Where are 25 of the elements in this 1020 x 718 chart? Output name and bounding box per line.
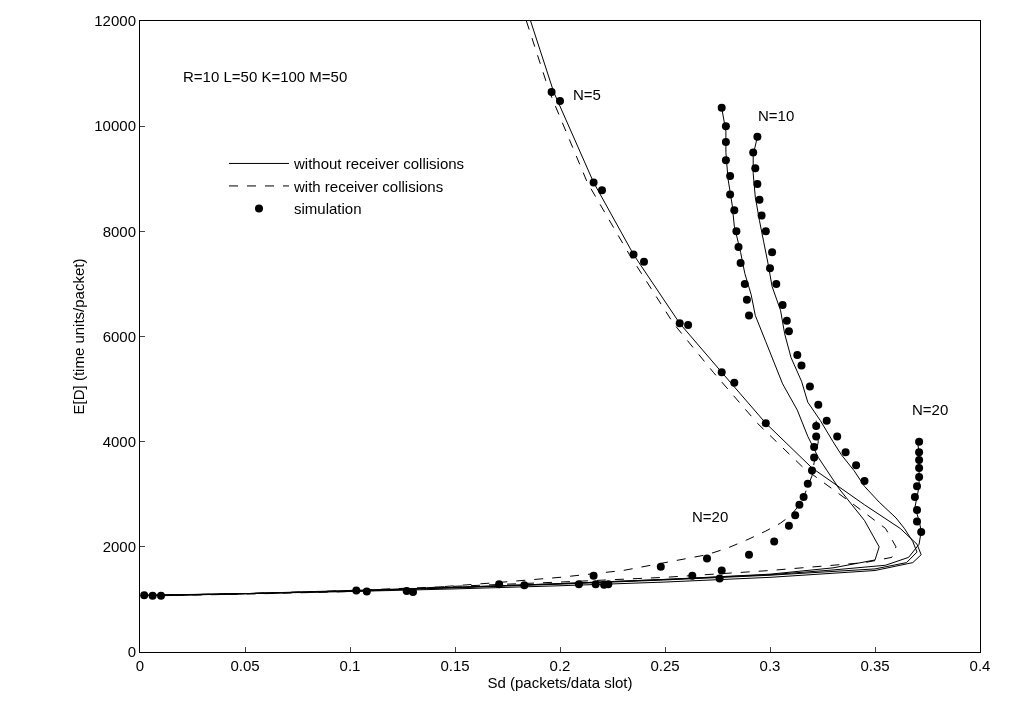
x-tick-label: 0.3 bbox=[759, 657, 781, 674]
x-tick-label: 0.05 bbox=[230, 657, 260, 674]
x-tick-label: 0.1 bbox=[339, 657, 361, 674]
legend-label: simulation bbox=[294, 200, 362, 218]
y-tick-label: 6000 bbox=[102, 327, 136, 345]
x-tick-label: 0.2 bbox=[549, 657, 571, 674]
x-tick-label: 0.25 bbox=[650, 657, 680, 674]
y-tick-label: 12000 bbox=[94, 12, 136, 30]
annotation: N=20 bbox=[912, 401, 949, 418]
x-tick-label: 0.4 bbox=[969, 657, 991, 674]
annotation: N=20 bbox=[692, 508, 729, 525]
y-axis-title: E[D] (time units/packet) bbox=[69, 258, 87, 415]
y-tick-label: 8000 bbox=[102, 222, 136, 240]
y-tick-label: 2000 bbox=[102, 538, 136, 556]
legend-label: with receiver collisions bbox=[293, 177, 444, 195]
legend-label: without receiver collisions bbox=[293, 155, 465, 173]
annotation: N=10 bbox=[758, 107, 795, 124]
x-tick-label: 0.15 bbox=[440, 657, 470, 674]
annotation: R=10 L=50 K=100 M=50 bbox=[183, 68, 348, 85]
y-tick-label: 4000 bbox=[102, 432, 136, 450]
annotation: N=5 bbox=[573, 86, 601, 103]
y-tick-label: 0 bbox=[127, 643, 136, 661]
y-tick-label: 10000 bbox=[94, 117, 136, 135]
x-axis-title: Sd (packets/data slot) bbox=[487, 674, 633, 691]
x-tick-label: 0.35 bbox=[860, 657, 890, 674]
